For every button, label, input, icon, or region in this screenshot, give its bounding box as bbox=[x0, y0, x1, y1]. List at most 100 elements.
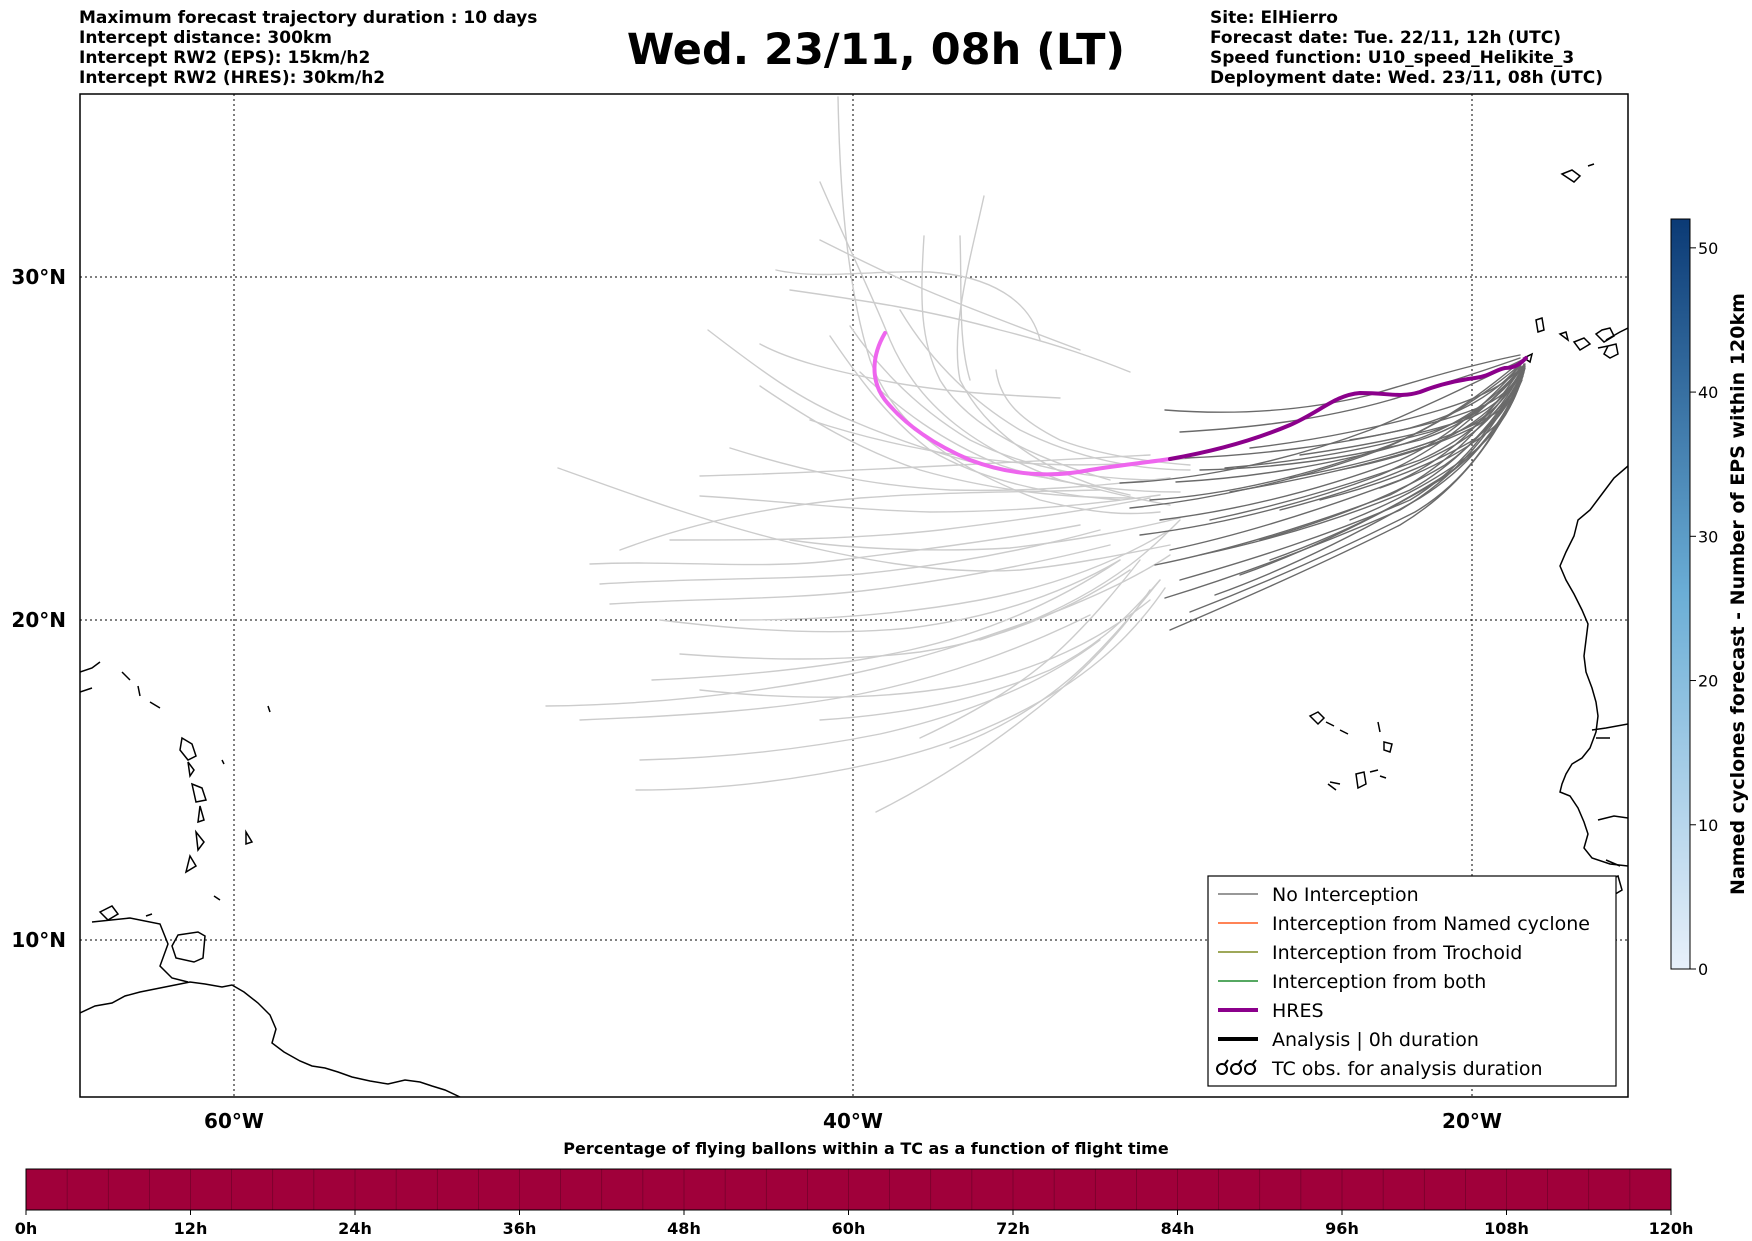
eps-trajectory bbox=[545, 554, 1171, 707]
colorbar-right-tick: 30 bbox=[1690, 527, 1718, 546]
colorbar-bottom-tick-label: 108h bbox=[1484, 1219, 1529, 1238]
colorbar-right-tick: 0 bbox=[1690, 960, 1708, 979]
coastline-cape-verde bbox=[1308, 711, 1393, 791]
coastline-windward-islands bbox=[179, 736, 207, 874]
eps-trajectory bbox=[1179, 357, 1521, 433]
eps-trajectory bbox=[979, 519, 1181, 641]
header-info-left: Maximum forecast trajectory duration : 1… bbox=[79, 8, 537, 88]
legend-item: Interception from Named cyclone bbox=[1218, 913, 1590, 935]
eps-trajectory bbox=[589, 524, 1081, 566]
forecast-date-text: Forecast date: Tue. 22/11, 12h (UTC) bbox=[1210, 28, 1561, 48]
eps-trajectory bbox=[1199, 365, 1522, 471]
eps-trajectory bbox=[789, 289, 1131, 373]
page-title: Wed. 23/11, 08h (LT) bbox=[626, 25, 1126, 75]
legend-label: Interception from both bbox=[1272, 971, 1486, 993]
colorbar-right-tick: 40 bbox=[1690, 383, 1718, 402]
legend-item: Analysis | 0h duration bbox=[1218, 1029, 1479, 1051]
colorbar-bottom-tick: 12h bbox=[174, 1210, 207, 1238]
colorbar-bottom-tick: 60h bbox=[832, 1210, 866, 1238]
eps-trajectory bbox=[739, 529, 1171, 621]
eps-trajectory bbox=[819, 579, 1161, 721]
coastline-venezuela-gulf bbox=[91, 917, 189, 983]
eps-trajectories-dark bbox=[1119, 354, 1526, 631]
legend-label: Interception from Trochoid bbox=[1272, 942, 1522, 964]
legend-item: No Interception bbox=[1218, 884, 1419, 906]
eps-trajectory bbox=[729, 447, 1171, 492]
colorbar-right-tick: 20 bbox=[1690, 672, 1718, 691]
colorbar-bottom-tick: 24h bbox=[338, 1210, 372, 1238]
intercept-hres-text: Intercept RW2 (HRES): 30km/h2 bbox=[79, 68, 386, 88]
colorbar-right-tick-label: 10 bbox=[1698, 816, 1718, 835]
eps-trajectory bbox=[639, 639, 1101, 761]
eps-trajectories bbox=[545, 96, 1526, 813]
colorbar-right: 0 10 20 30 40 50 Named cyclones forecast - Nu… bbox=[1670, 218, 1749, 979]
eps-trajectories-light bbox=[545, 96, 1191, 813]
eps-trajectory bbox=[1379, 367, 1526, 489]
eps-trajectory bbox=[859, 371, 1181, 493]
deployment-date-text: Deployment date: Wed. 23/11, 08h (UTC) bbox=[1210, 68, 1604, 88]
hres-trajectory-main bbox=[1168, 356, 1528, 461]
eps-trajectory bbox=[699, 454, 1151, 477]
legend-item: Interception from both bbox=[1218, 971, 1486, 993]
colorbar-right-tick: 10 bbox=[1690, 816, 1718, 835]
eps-trajectory bbox=[1269, 375, 1524, 561]
legend-label: TC obs. for analysis duration bbox=[1271, 1058, 1543, 1080]
lon-axis-labels: 60°W 40°W 20°W bbox=[204, 1109, 1502, 1133]
lon-label: 20°W bbox=[1442, 1109, 1502, 1133]
colorbar-bottom-tick-label: 84h bbox=[1161, 1219, 1195, 1238]
speed-function-text: Speed function: U10_speed_Helikite_3 bbox=[1210, 48, 1575, 68]
legend-item: Interception from Trochoid bbox=[1218, 942, 1522, 964]
colorbar-right-tick: 50 bbox=[1690, 239, 1718, 258]
colorbar-bottom-tick: 120h bbox=[1649, 1210, 1694, 1238]
eps-trajectory bbox=[679, 569, 1131, 660]
colorbar-bottom-tick: 0h bbox=[15, 1210, 38, 1238]
colorbar-bottom-tick: 72h bbox=[996, 1210, 1030, 1238]
coastline-small-islands bbox=[80, 687, 271, 921]
coastline-africa-detail bbox=[1591, 723, 1628, 898]
coastline-south-america bbox=[80, 981, 461, 1097]
legend-label: Interception from Named cyclone bbox=[1272, 913, 1590, 935]
coastlines bbox=[80, 163, 1628, 1097]
eps-trajectory bbox=[1339, 365, 1526, 471]
lat-label: 10°N bbox=[11, 928, 66, 952]
eps-trajectory bbox=[635, 587, 1166, 791]
eps-trajectory bbox=[599, 529, 1101, 585]
eps-trajectory bbox=[1389, 365, 1526, 456]
colorbar-bottom-tick-label: 96h bbox=[1325, 1219, 1359, 1238]
lat-label: 20°N bbox=[11, 608, 66, 632]
eps-trajectory bbox=[579, 614, 1091, 721]
colorbar-bottom-tick: 36h bbox=[503, 1210, 536, 1238]
eps-trajectory bbox=[1279, 367, 1524, 511]
colorbar-bottom-tick-label: 60h bbox=[832, 1219, 866, 1238]
coastline-madeira bbox=[1560, 163, 1595, 183]
colorbar-bottom-bar bbox=[25, 1168, 1672, 1211]
eps-trajectory bbox=[699, 599, 1151, 698]
coastline-antilles-north bbox=[80, 661, 161, 709]
legend-label: Analysis | 0h duration bbox=[1272, 1029, 1479, 1051]
max-duration-text: Maximum forecast trajectory duration : 1… bbox=[79, 8, 538, 28]
colorbar-bottom-tick-label: 0h bbox=[15, 1219, 38, 1238]
eps-trajectory bbox=[1149, 361, 1521, 501]
eps-trajectory bbox=[829, 335, 1121, 501]
colorbar-bottom-tick: 96h bbox=[1325, 1210, 1359, 1238]
eps-trajectory bbox=[1169, 379, 1523, 631]
legend-label: HRES bbox=[1272, 1000, 1324, 1022]
colorbar-bottom-tick: 108h bbox=[1484, 1210, 1529, 1238]
colorbar-bottom-tick-label: 120h bbox=[1649, 1219, 1694, 1238]
eps-trajectory bbox=[789, 517, 1181, 551]
eps-trajectory bbox=[699, 494, 1161, 513]
intercept-distance-text: Intercept distance: 300km bbox=[79, 28, 332, 48]
map-area bbox=[79, 93, 1629, 1098]
legend-item: HRES bbox=[1218, 1000, 1324, 1022]
eps-trajectory bbox=[1119, 359, 1523, 484]
coastline-trinidad bbox=[171, 931, 206, 963]
hres-trajectory bbox=[872, 331, 1528, 477]
header-info-right: Site: ElHierro Forecast date: Tue. 22/11… bbox=[1210, 8, 1603, 88]
colorbar-right-tick-label: 30 bbox=[1698, 527, 1718, 546]
eps-trajectory bbox=[1175, 367, 1522, 483]
eps-trajectory bbox=[919, 559, 1141, 739]
colorbar-bottom-tick-label: 72h bbox=[996, 1219, 1030, 1238]
colorbar-bottom: Percentage of flying ballons within a TC… bbox=[15, 1139, 1694, 1238]
lon-label: 40°W bbox=[823, 1109, 883, 1133]
colorbar-right-tick-label: 50 bbox=[1698, 239, 1718, 258]
